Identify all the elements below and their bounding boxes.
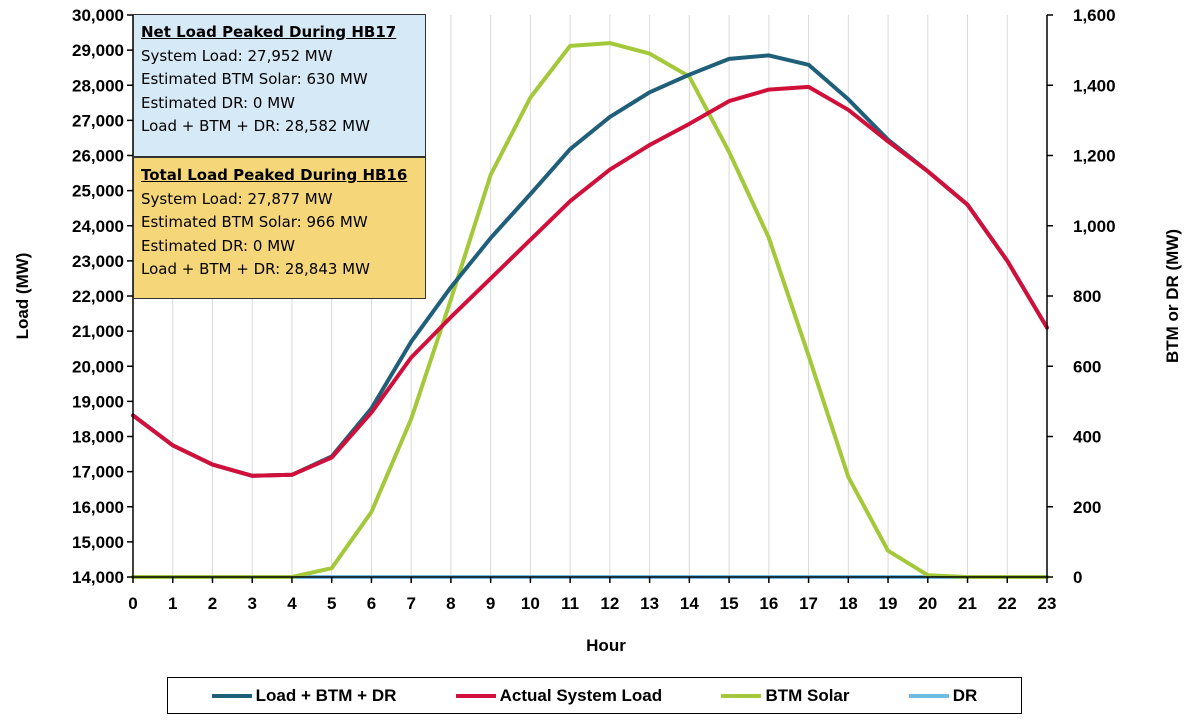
- y-tick-label: 26,000: [72, 147, 124, 166]
- x-tick-label: 8: [446, 594, 455, 613]
- total-load-annotation-box: Total Load Peaked During HB16 System Loa…: [133, 157, 426, 299]
- total-load-heading: Total Load Peaked During HB16: [141, 166, 408, 184]
- legend-label: DR: [952, 685, 978, 705]
- legend-label: Actual System Load: [499, 685, 663, 705]
- y-tick-label: 28,000: [72, 76, 124, 95]
- y2-tick-label: 1,200: [1073, 147, 1116, 166]
- y2-tick-label: 400: [1073, 428, 1101, 447]
- y-tick-label: 18,000: [72, 428, 124, 447]
- y-tick-label: 30,000: [72, 6, 124, 25]
- y-tick-label: 24,000: [72, 217, 124, 236]
- x-tick-label: 0: [128, 594, 137, 613]
- legend-item: Load + BTM + DR: [211, 685, 397, 706]
- y-tick-label: 15,000: [72, 533, 124, 552]
- x-tick-label: 5: [327, 594, 336, 613]
- x-tick-label: 9: [486, 594, 495, 613]
- legend-label: BTM Solar: [765, 685, 850, 705]
- x-tick-label: 4: [287, 594, 297, 613]
- y-tick-label: 21,000: [72, 322, 124, 341]
- legend-swatch: [908, 693, 949, 698]
- axes: 14,000 15,000 16,000 17,000 18,000 19,000 20,0…: [72, 6, 1116, 613]
- y-axis-title: Load (MW): [13, 253, 32, 340]
- y-tick-label: 22,000: [72, 287, 124, 306]
- y-tick-label: 23,000: [72, 252, 124, 271]
- chart-legend: Load + BTM + DR Actual System Load BTM S…: [167, 677, 1022, 714]
- x-tick-label: 14: [680, 594, 699, 613]
- y-tick-label: 20,000: [72, 357, 124, 376]
- y-tick-label: 16,000: [72, 498, 124, 517]
- x-tick-label: 13: [640, 594, 659, 613]
- total-load-line: Estimated DR: 0 MW: [141, 236, 295, 255]
- net-load-line: Load + BTM + DR: 28,582 MW: [141, 117, 370, 135]
- legend-label: Load + BTM + DR: [255, 685, 397, 705]
- x-tick-label: 6: [367, 594, 376, 613]
- x-tick-label: 20: [918, 594, 937, 613]
- legend-swatch: [211, 693, 252, 698]
- x-tick-label: 10: [521, 594, 540, 613]
- x-tick-label: 3: [247, 594, 256, 613]
- x-tick-label: 15: [720, 594, 739, 613]
- y-tick-label: 27,000: [72, 111, 124, 130]
- y-tick-label: 17,000: [72, 463, 124, 482]
- x-axis-title: Hour: [586, 636, 626, 655]
- legend-swatch: [721, 693, 762, 698]
- legend-item: Actual System Load: [455, 685, 663, 706]
- y-tick-label: 14,000: [72, 568, 124, 587]
- total-load-line: System Load: 27,877 MW: [141, 189, 333, 208]
- y2-tick-label: 0: [1073, 568, 1082, 587]
- legend-item: DR: [908, 685, 978, 706]
- net-load-line: Estimated BTM Solar: 630 MW: [141, 70, 368, 88]
- y-tick-label: 19,000: [72, 392, 124, 411]
- y2-axis-title: BTM or DR (MW): [1163, 229, 1182, 363]
- x-tick-label: 19: [879, 594, 898, 613]
- x-tick-label: 22: [998, 594, 1017, 613]
- x-tick-label: 18: [839, 594, 858, 613]
- net-load-heading: Net Load Peaked During HB17: [141, 23, 397, 41]
- net-load-line: System Load: 27,952 MW: [141, 46, 333, 65]
- x-tick-label: 23: [1038, 594, 1057, 613]
- series-line: [131, 84, 1049, 478]
- y2-tick-label: 600: [1073, 357, 1101, 376]
- legend-swatch: [455, 693, 496, 698]
- x-tick-label: 2: [208, 594, 217, 613]
- x-tick-label: 16: [759, 594, 778, 613]
- x-tick-label: 11: [561, 594, 579, 613]
- x-tick-label: 21: [958, 594, 977, 613]
- y2-tick-label: 800: [1073, 287, 1101, 306]
- x-tick-label: 17: [799, 594, 818, 613]
- y2-tick-label: 200: [1073, 498, 1101, 517]
- x-tick-label: 7: [406, 594, 415, 613]
- y2-tick-label: 1,000: [1073, 217, 1116, 236]
- x-tick-label: 12: [600, 594, 619, 613]
- total-load-line: Load + BTM + DR: 28,843 MW: [141, 260, 370, 278]
- y-tick-label: 29,000: [72, 41, 124, 60]
- y2-tick-label: 1,400: [1073, 76, 1116, 95]
- y-tick-label: 25,000: [72, 182, 124, 201]
- legend-item: BTM Solar: [721, 685, 850, 706]
- net-load-line: Estimated DR: 0 MW: [141, 93, 295, 112]
- net-load-annotation-box: Net Load Peaked During HB17 System Load:…: [133, 14, 426, 157]
- total-load-line: Estimated BTM Solar: 966 MW: [141, 213, 368, 231]
- y2-tick-label: 1,600: [1073, 6, 1116, 25]
- x-tick-label: 1: [168, 594, 177, 613]
